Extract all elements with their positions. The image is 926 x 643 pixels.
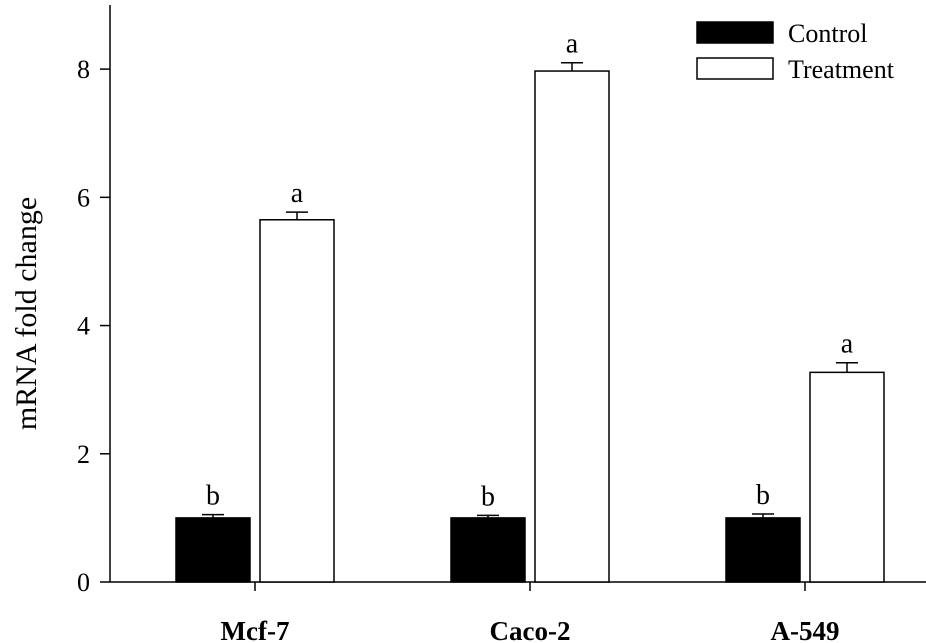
legend-swatch-treatment — [696, 57, 774, 80]
significance-label: b — [481, 481, 495, 512]
significance-label: a — [841, 329, 854, 360]
legend: Control Treatment — [696, 19, 895, 84]
bar-treatment-a-549 — [809, 371, 885, 583]
axes: 0 2 4 6 8 mRNA fold change Mcf-7 Caco-2 A-549 — [10, 5, 926, 643]
legend-swatch-control — [696, 21, 774, 44]
bar-treatment-mcf-7 — [259, 219, 335, 583]
bar-control-caco-2 — [450, 517, 526, 583]
y-axis-label: mRNA fold change — [10, 197, 43, 430]
significance-label: b — [206, 481, 220, 512]
y-tick-label: 0 — [77, 568, 90, 597]
y-tick-label: 8 — [77, 55, 90, 84]
legend-label-control: Control — [788, 19, 867, 48]
significance-label: a — [291, 178, 304, 209]
bar-control-mcf-7 — [175, 517, 251, 583]
legend-label-treatment: Treatment — [788, 55, 895, 84]
significance-label: a — [566, 29, 579, 60]
labels: b b b a a a — [206, 29, 854, 513]
y-tick-label: 6 — [77, 183, 90, 212]
y-tick-label: 2 — [77, 440, 90, 469]
y-tick-label: 4 — [77, 312, 90, 341]
bars — [175, 61, 885, 583]
bar-treatment-caco-2 — [534, 70, 610, 583]
significance-label: b — [756, 480, 770, 511]
x-tick-label: Caco-2 — [490, 616, 571, 643]
x-tick-label: Mcf-7 — [221, 616, 290, 643]
bar-control-a-549 — [725, 517, 801, 583]
x-tick-label: A-549 — [771, 616, 840, 643]
